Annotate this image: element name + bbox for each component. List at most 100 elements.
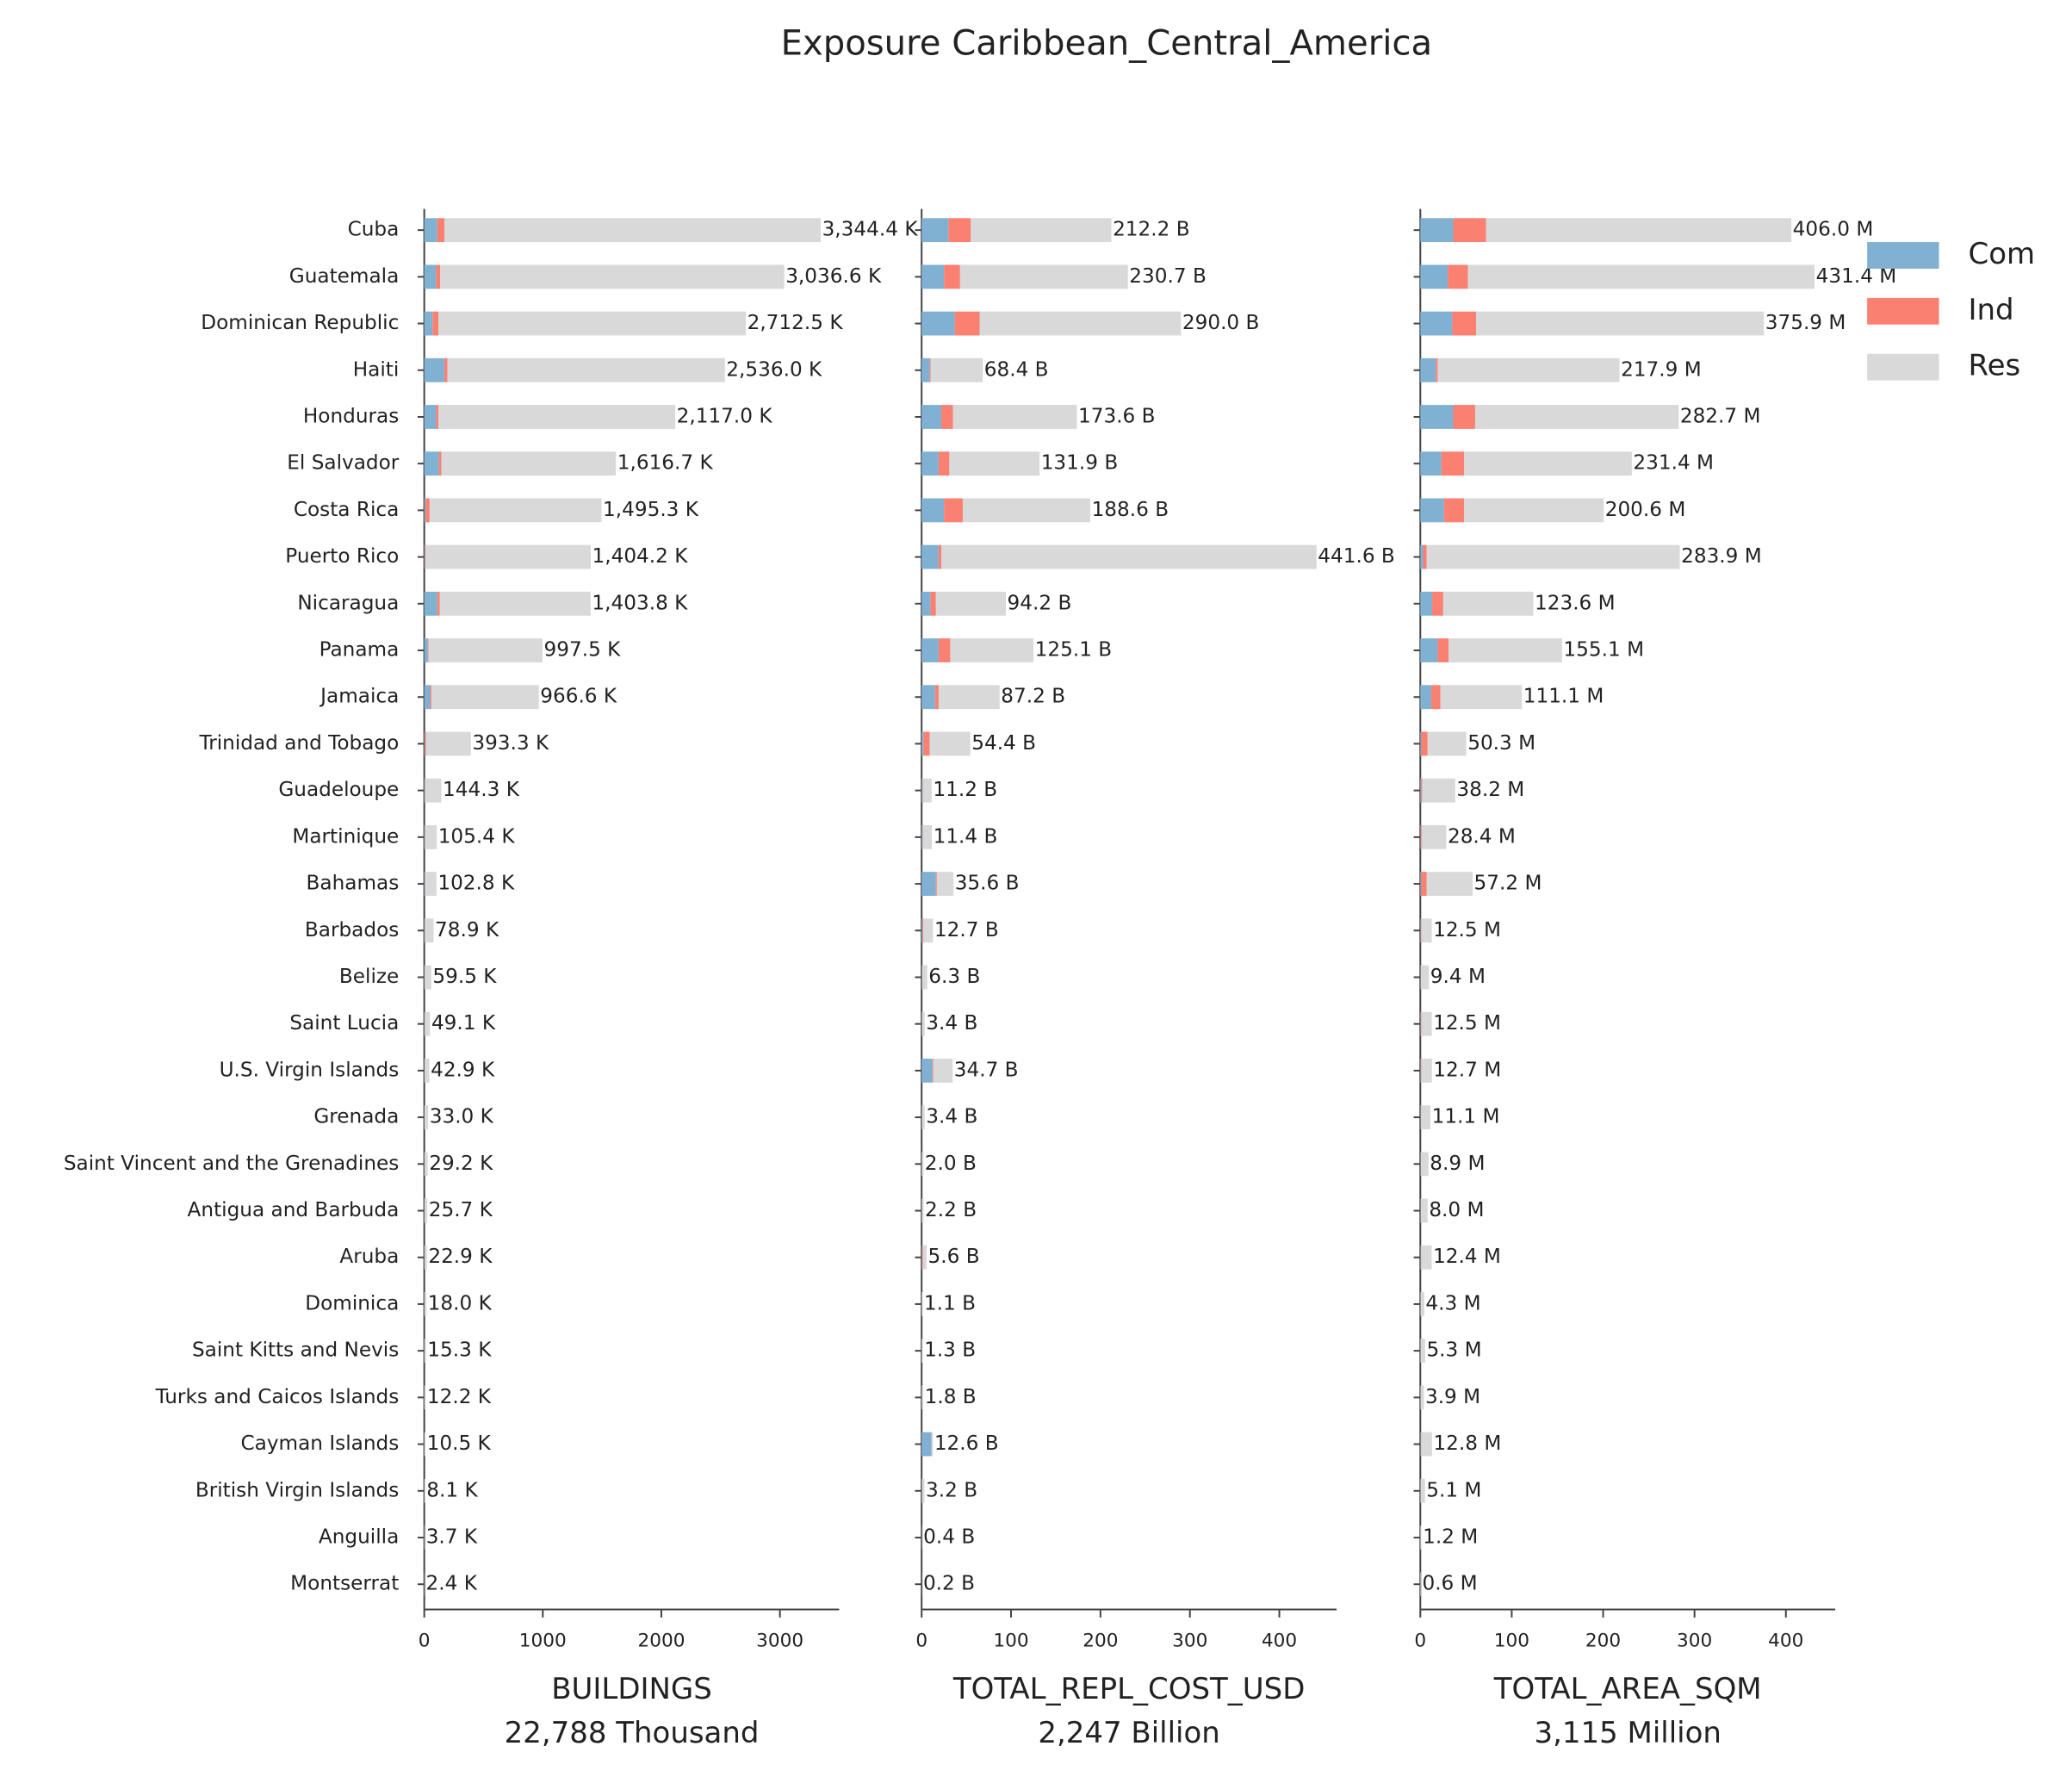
bar-segment: [1427, 731, 1467, 756]
bar-segment: [429, 498, 602, 523]
value-label: 123.6 M: [1535, 592, 1616, 614]
bar-segment: [1420, 824, 1422, 849]
bar-segment: [424, 1152, 428, 1177]
bar-segment: [440, 264, 785, 289]
legend-swatch: [1867, 353, 1939, 381]
bar-segment: [424, 591, 437, 616]
bar-segment: [921, 451, 939, 476]
value-label: 57.2 M: [1474, 873, 1542, 895]
value-label: 8.9 M: [1430, 1153, 1485, 1175]
value-label: 230.7 B: [1129, 265, 1207, 288]
y-tick-label: Anguilla: [319, 1526, 399, 1548]
bar-segment: [1420, 918, 1422, 943]
bar-segment: [444, 218, 822, 243]
bar-segment: [1420, 685, 1432, 710]
bar-segment: [1449, 638, 1562, 662]
bar-segment: [424, 311, 433, 336]
bar-segment: [934, 685, 939, 710]
bar-segment: [1443, 498, 1465, 523]
bar-segment: [1452, 311, 1477, 336]
bar-segment: [1420, 218, 1454, 243]
bar-segment: [1420, 1385, 1424, 1410]
bar-segment: [424, 405, 437, 429]
bar-segment: [425, 824, 437, 849]
value-label: 12.8 M: [1433, 1432, 1501, 1455]
bar-segment: [424, 264, 437, 289]
bar-segment: [1422, 778, 1455, 803]
bar-segment: [424, 218, 437, 243]
bar-segment: [424, 638, 428, 662]
legend-label: Res: [1969, 349, 2021, 383]
bar-segment: [1421, 918, 1432, 943]
value-label: 2,536.0 K: [726, 358, 822, 381]
bar-segment: [424, 1245, 427, 1270]
value-label: 54.4 B: [971, 732, 1036, 755]
bar-segment: [1420, 1059, 1421, 1083]
bar-segment: [424, 1385, 426, 1410]
x-tick-label: 400: [1262, 1631, 1297, 1652]
bar-segment: [1420, 638, 1438, 662]
value-label: 173.6 B: [1078, 405, 1156, 427]
bar-segment: [921, 264, 945, 289]
x-axis-subtitle: 2,247 Billion: [1038, 1716, 1219, 1750]
x-axis-label: BUILDINGS: [551, 1672, 712, 1706]
value-label: 11.1 M: [1432, 1106, 1500, 1128]
value-label: 1,403.8 K: [592, 592, 688, 614]
bar-segment: [1420, 311, 1453, 336]
bar-segment: [1426, 544, 1680, 569]
value-label: 217.9 M: [1621, 358, 1702, 381]
bar-segment: [921, 685, 935, 710]
y-tick-label: Guadeloupe: [278, 779, 399, 801]
bar-segment: [933, 1059, 953, 1083]
bar-segment: [436, 264, 441, 289]
value-label: 441.6 B: [1318, 545, 1395, 568]
x-tick-label: 300: [1172, 1631, 1207, 1652]
value-label: 10.5 K: [427, 1432, 492, 1455]
bar-segment: [1420, 1432, 1421, 1457]
y-tick-label: U.S. Virgin Islands: [220, 1059, 400, 1081]
value-label: 406.0 M: [1793, 219, 1874, 241]
y-tick-label: Panama: [319, 639, 400, 662]
bar-segment: [1437, 357, 1620, 382]
bar-segment: [931, 1432, 934, 1457]
value-label: 11.2 B: [933, 779, 997, 801]
y-tick-label: Haiti: [353, 358, 400, 381]
bar-segment: [921, 1198, 924, 1223]
bar-segment: [1421, 872, 1427, 896]
value-label: 25.7 K: [429, 1199, 493, 1221]
y-tick-label: Grenada: [313, 1106, 399, 1128]
bar-segment: [1420, 918, 1421, 943]
value-label: 94.2 B: [1008, 592, 1072, 614]
bar-segment: [1421, 1245, 1432, 1270]
bar-segment: [1421, 1105, 1431, 1130]
bar-segment: [938, 544, 942, 569]
value-label: 2,712.5 K: [748, 312, 844, 334]
bar-segment: [441, 451, 617, 476]
x-tick-label: 2000: [637, 1631, 685, 1652]
bar-segment: [959, 264, 1128, 289]
x-tick-label: 0: [915, 1631, 927, 1652]
value-label: 12.4 M: [1433, 1246, 1501, 1268]
bar-segment: [1420, 591, 1433, 616]
value-label: 105.4 K: [438, 825, 516, 848]
value-label: 283.9 M: [1681, 545, 1762, 568]
value-label: 231.4 M: [1633, 452, 1714, 475]
value-label: 0.6 M: [1422, 1573, 1477, 1595]
bar-segment: [921, 1059, 933, 1083]
bar-segment: [431, 685, 539, 710]
bar-segment: [1421, 1011, 1432, 1036]
bar-segment: [950, 638, 1034, 662]
value-label: 38.2 M: [1456, 779, 1524, 801]
bar-segment: [1421, 1432, 1432, 1457]
bar-segment: [1453, 405, 1475, 429]
value-label: 50.3 M: [1467, 732, 1535, 755]
y-tick-label: British Virgin Islands: [195, 1479, 399, 1501]
value-label: 1.3 B: [924, 1339, 976, 1362]
y-tick-label: Cayman Islands: [240, 1432, 399, 1455]
bar-segment: [1420, 824, 1421, 849]
value-label: 3.4 B: [926, 1106, 977, 1128]
bar-segment: [424, 1292, 427, 1316]
bar-segment: [1420, 778, 1422, 803]
bar-segment: [1476, 311, 1765, 336]
x-axis-subtitle: 3,115 Million: [1534, 1716, 1721, 1750]
